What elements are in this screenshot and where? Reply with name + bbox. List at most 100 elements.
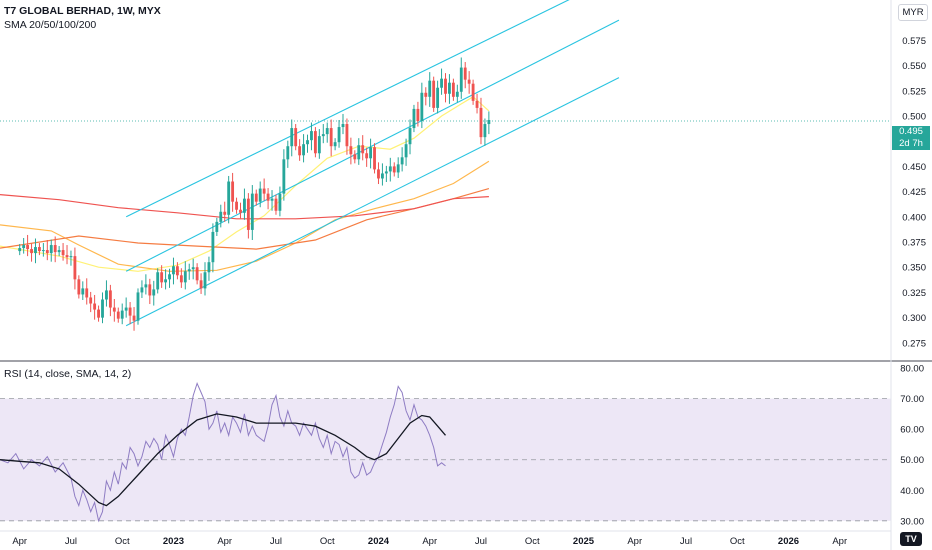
candle[interactable] [85,278,89,305]
rsi-axis-ticks[interactable]: 30.00 40.00 50.00 60.00 70.00 80.00 [900,364,924,528]
candle[interactable] [116,307,120,323]
candle[interactable] [349,137,353,165]
candle[interactable] [361,135,365,161]
candle[interactable] [483,118,487,146]
candle[interactable] [345,118,349,155]
candle[interactable] [467,71,471,94]
candle[interactable] [207,256,211,281]
price-tick-label[interactable]: 0.300 [902,313,926,324]
candle[interactable] [404,138,408,166]
candle[interactable] [258,181,262,208]
candle[interactable] [179,268,183,288]
candle[interactable] [140,280,144,298]
candle[interactable] [377,162,380,185]
price-tick-label[interactable]: 0.400 [902,212,926,223]
rsi-tick-label[interactable]: 40.00 [900,486,924,497]
candle[interactable] [203,262,207,296]
candle[interactable] [57,246,61,257]
candle[interactable] [341,113,345,135]
time-tick-label[interactable]: Oct [730,536,745,547]
candle[interactable] [195,263,199,285]
candle[interactable] [487,111,491,135]
candle[interactable] [93,294,97,320]
rsi-legend[interactable]: RSI (14, close, SMA, 14, 2) [4,368,132,380]
candle[interactable] [444,73,447,103]
price-tick-label[interactable]: 0.325 [902,288,926,299]
candle[interactable] [152,280,156,306]
candle[interactable] [420,82,424,129]
candle[interactable] [479,97,483,145]
candle[interactable] [77,275,81,299]
candle[interactable] [22,237,26,254]
symbol-title[interactable]: T7 GLOBAL BERHAD, 1W, MYX [4,5,161,17]
price-tick-label[interactable]: 0.425 [902,187,926,198]
time-tick-label[interactable]: Jul [475,536,487,547]
candle[interactable] [463,62,467,89]
candle[interactable] [384,165,388,183]
time-tick-label[interactable]: 2026 [778,536,799,547]
candle[interactable] [112,298,116,322]
candle[interactable] [223,201,227,222]
candle[interactable] [199,273,203,294]
candle[interactable] [132,307,136,331]
channel-upper-line[interactable] [125,0,599,218]
candle[interactable] [290,119,294,157]
candle[interactable] [101,292,104,324]
candle[interactable] [219,204,223,228]
candle[interactable] [436,80,440,114]
candle[interactable] [120,303,124,325]
candle[interactable] [412,104,416,133]
candle[interactable] [160,265,164,288]
candle[interactable] [168,268,171,288]
rsi-tick-label[interactable]: 70.00 [900,394,924,405]
candle[interactable] [45,240,49,261]
candle[interactable] [69,250,73,266]
time-tick-label[interactable]: 2025 [573,536,595,547]
sma-legend[interactable]: SMA 20/50/100/200 [4,19,97,31]
candle[interactable] [215,217,219,236]
candle[interactable] [369,138,373,169]
price-tick-label[interactable]: 0.450 [902,162,926,173]
candle[interactable] [329,119,333,157]
time-tick-label[interactable]: Apr [627,536,642,547]
candle[interactable] [108,284,112,317]
candle[interactable] [459,57,463,99]
candle[interactable] [73,247,77,290]
candle[interactable] [408,119,412,155]
candle[interactable] [333,138,337,151]
time-tick-label[interactable]: Jul [65,536,77,547]
candle[interactable] [381,163,384,186]
candle[interactable] [373,143,376,174]
candle[interactable] [246,193,250,239]
candle[interactable] [183,261,187,290]
price-tick-label[interactable]: 0.375 [902,238,926,249]
price-tick-label[interactable]: 0.350 [902,263,926,274]
candle[interactable] [53,236,57,263]
time-tick-label[interactable]: Oct [320,536,335,547]
candle[interactable] [61,243,65,261]
candle[interactable] [89,291,93,313]
candle[interactable] [34,238,37,264]
candle[interactable] [211,223,215,273]
candle[interactable] [144,274,148,295]
candle[interactable] [65,245,69,265]
candle[interactable] [254,189,258,206]
candle[interactable] [325,122,329,143]
candle[interactable] [321,124,325,144]
candle[interactable] [270,190,274,211]
candle[interactable] [38,243,41,256]
candle[interactable] [396,157,400,178]
candle[interactable] [310,122,313,151]
candle[interactable] [475,93,479,114]
time-tick-label[interactable]: Oct [525,536,540,547]
candle[interactable] [128,302,132,325]
candle[interactable] [471,79,475,105]
candle[interactable] [294,124,298,151]
candle[interactable] [424,87,428,106]
candle[interactable] [448,74,451,104]
candle[interactable] [317,129,321,159]
time-tick-label[interactable]: Jul [680,536,692,547]
candle[interactable] [306,134,309,153]
rsi-tick-label[interactable]: 30.00 [900,516,924,527]
